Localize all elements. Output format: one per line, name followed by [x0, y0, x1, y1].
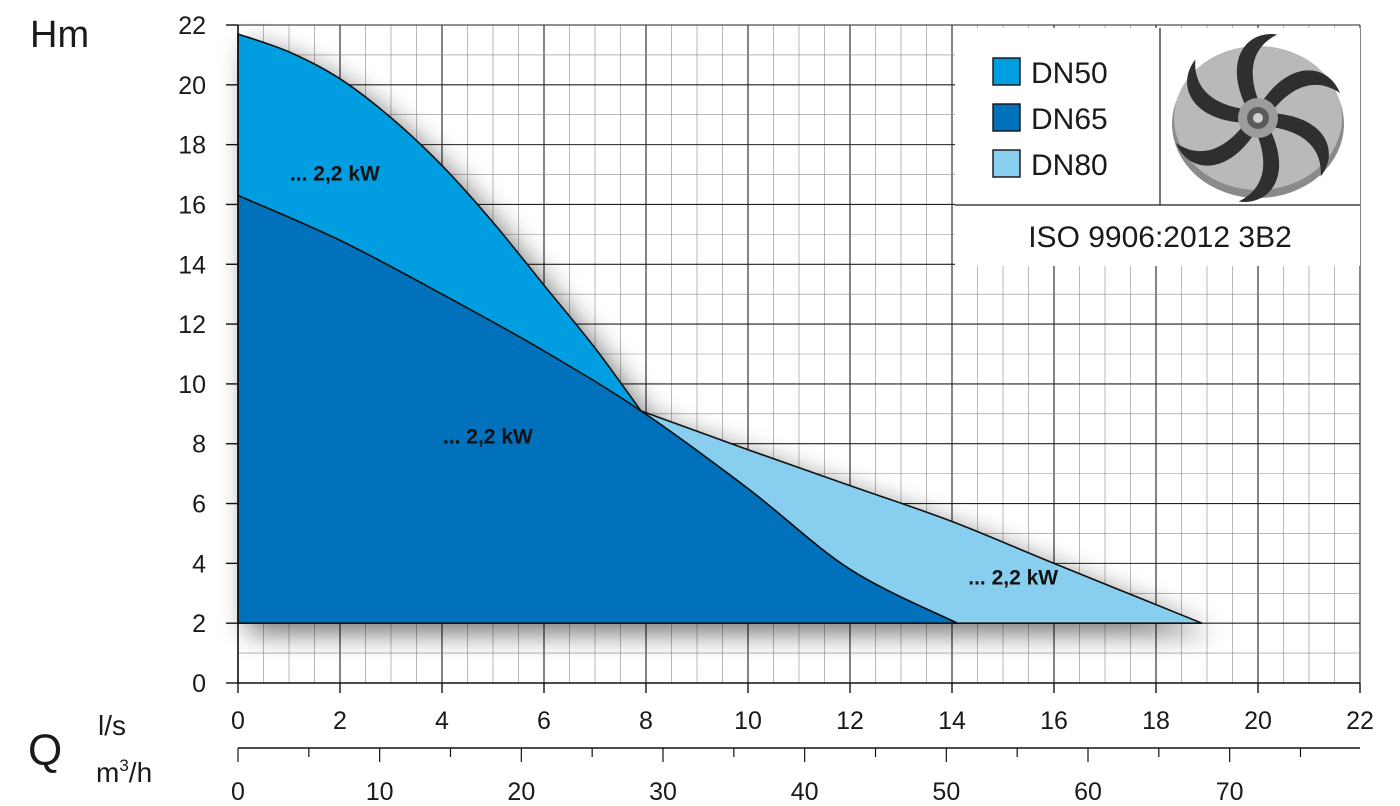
y-tick-label: 18 — [178, 132, 206, 160]
x-tick-label: 8 — [639, 707, 653, 735]
y-tick-label: 22 — [178, 12, 206, 40]
x-axis-unit-primary: l/s — [98, 710, 126, 741]
y-tick-label: 8 — [192, 431, 206, 459]
x2-tick-label: 0 — [231, 778, 245, 806]
y-tick-label: 4 — [192, 550, 206, 578]
legend-label-dn65: DN65 — [1031, 103, 1108, 136]
x-tick-label: 4 — [435, 707, 449, 735]
x-tick-label: 16 — [1040, 707, 1068, 735]
x-tick-label: 14 — [938, 707, 966, 735]
x2-tick-label: 40 — [791, 778, 819, 806]
y-tick-label: 12 — [178, 311, 206, 339]
region-label-dn80: ... 2,2 kW — [968, 566, 1058, 589]
y-tick-label: 20 — [178, 72, 206, 100]
legend-label-dn50: DN50 — [1031, 57, 1108, 90]
x2-tick-label: 50 — [932, 778, 960, 806]
y-tick-label: 2 — [192, 610, 206, 638]
legend-swatch-dn80 — [992, 149, 1021, 178]
iso-standard-label: ISO 9906:2012 3B2 — [1028, 221, 1292, 254]
y-axis-title: Hm — [30, 14, 89, 56]
legend-swatch-dn65 — [992, 103, 1021, 132]
x-tick-label: 10 — [734, 707, 762, 735]
x2-tick-label: 20 — [507, 778, 535, 806]
y-tick-label: 0 — [192, 670, 206, 698]
axes: 0 2 4 6 8 10 12 14 16 18 20 22 0 2 4 6 8 10 12 14 16 18 20 22 0 1… — [178, 12, 1374, 806]
x-tick-label: 2 — [333, 707, 347, 735]
x-axis-unit-secondary: m3/h — [96, 756, 152, 788]
x2-tick-label: 60 — [1074, 778, 1102, 806]
area-dn65 — [237, 194, 958, 624]
x2-tick-label: 30 — [649, 778, 677, 806]
y-tick-label: 14 — [178, 251, 206, 279]
x-tick-label: 6 — [537, 707, 551, 735]
x2-tick-label: 70 — [1216, 778, 1244, 806]
region-label-dn65: ... 2,2 kW — [443, 426, 533, 449]
impeller-icon — [1172, 34, 1344, 202]
x-tick-label: 20 — [1244, 707, 1272, 735]
performance-areas: ... 2,2 kW ... 2,2 kW ... 2,2 kW — [237, 32, 1203, 624]
region-label-dn50: ... 2,2 kW — [290, 163, 380, 186]
y-tick-label: 16 — [178, 191, 206, 219]
x-tick-label: 12 — [836, 707, 864, 735]
legend-swatch-dn50 — [992, 57, 1021, 86]
x-tick-label: 0 — [231, 707, 245, 735]
x2-tick-label: 10 — [366, 778, 394, 806]
legend-label-dn80: DN80 — [1031, 149, 1108, 182]
legend: DN50 DN65 DN80 ISO 9906:2012 3B2 — [955, 28, 1360, 266]
x-axis-title: Q — [28, 726, 62, 775]
x-tick-label: 22 — [1346, 707, 1374, 735]
x-tick-label: 18 — [1142, 707, 1170, 735]
y-tick-label: 6 — [192, 491, 206, 519]
y-tick-label: 10 — [178, 371, 206, 399]
